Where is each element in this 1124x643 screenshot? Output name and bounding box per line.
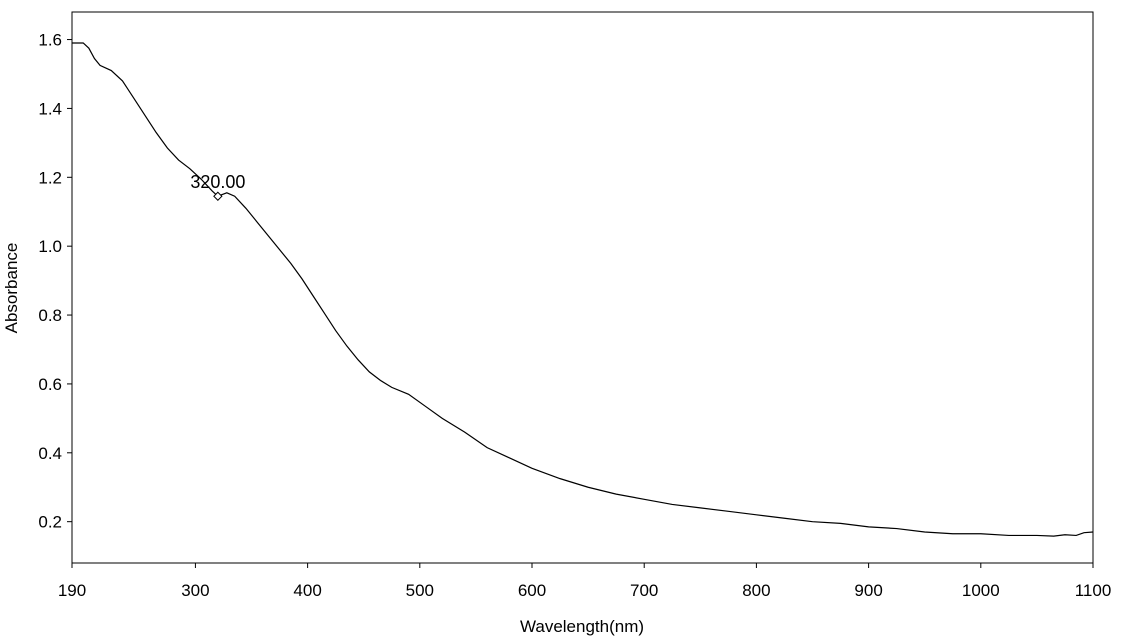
absorbance-series-line (72, 42, 1094, 537)
x-tick-label: 500 (406, 581, 434, 600)
plot-area (71, 11, 1094, 564)
y-tick-label: 1.0 (38, 237, 62, 256)
x-axis: 190 300 400 500 600 700 800 900 1000 1100 (58, 563, 1111, 600)
x-tick-label: 800 (742, 581, 770, 600)
y-tick-label: 1.2 (38, 168, 62, 187)
x-axis-title: Wavelength(nm) (520, 617, 644, 636)
y-tick-label: 1.4 (38, 99, 62, 118)
x-tick-label: 1000 (962, 581, 1000, 600)
x-tick-label: 400 (293, 581, 321, 600)
y-tick-label: 0.2 (38, 513, 62, 532)
y-tick-label: 0.4 (38, 444, 62, 463)
peak-label: 320.00 (190, 172, 245, 192)
x-tick-label: 190 (58, 581, 86, 600)
x-tick-label: 300 (181, 581, 209, 600)
annotations: 320.00 (190, 172, 245, 201)
y-tick-label: 0.6 (38, 375, 62, 394)
x-tick-label: 1100 (1075, 581, 1112, 600)
y-axis: 0.2 0.4 0.6 0.8 1.0 1.2 1.4 1.6 (38, 31, 72, 532)
y-tick-label: 0.8 (38, 306, 62, 325)
x-tick-label: 900 (854, 581, 882, 600)
peak-marker (213, 191, 223, 201)
y-tick-label: 1.6 (38, 31, 62, 50)
x-tick-label: 700 (630, 581, 658, 600)
y-axis-title: Absorbance (2, 243, 21, 334)
x-tick-label: 600 (518, 581, 546, 600)
